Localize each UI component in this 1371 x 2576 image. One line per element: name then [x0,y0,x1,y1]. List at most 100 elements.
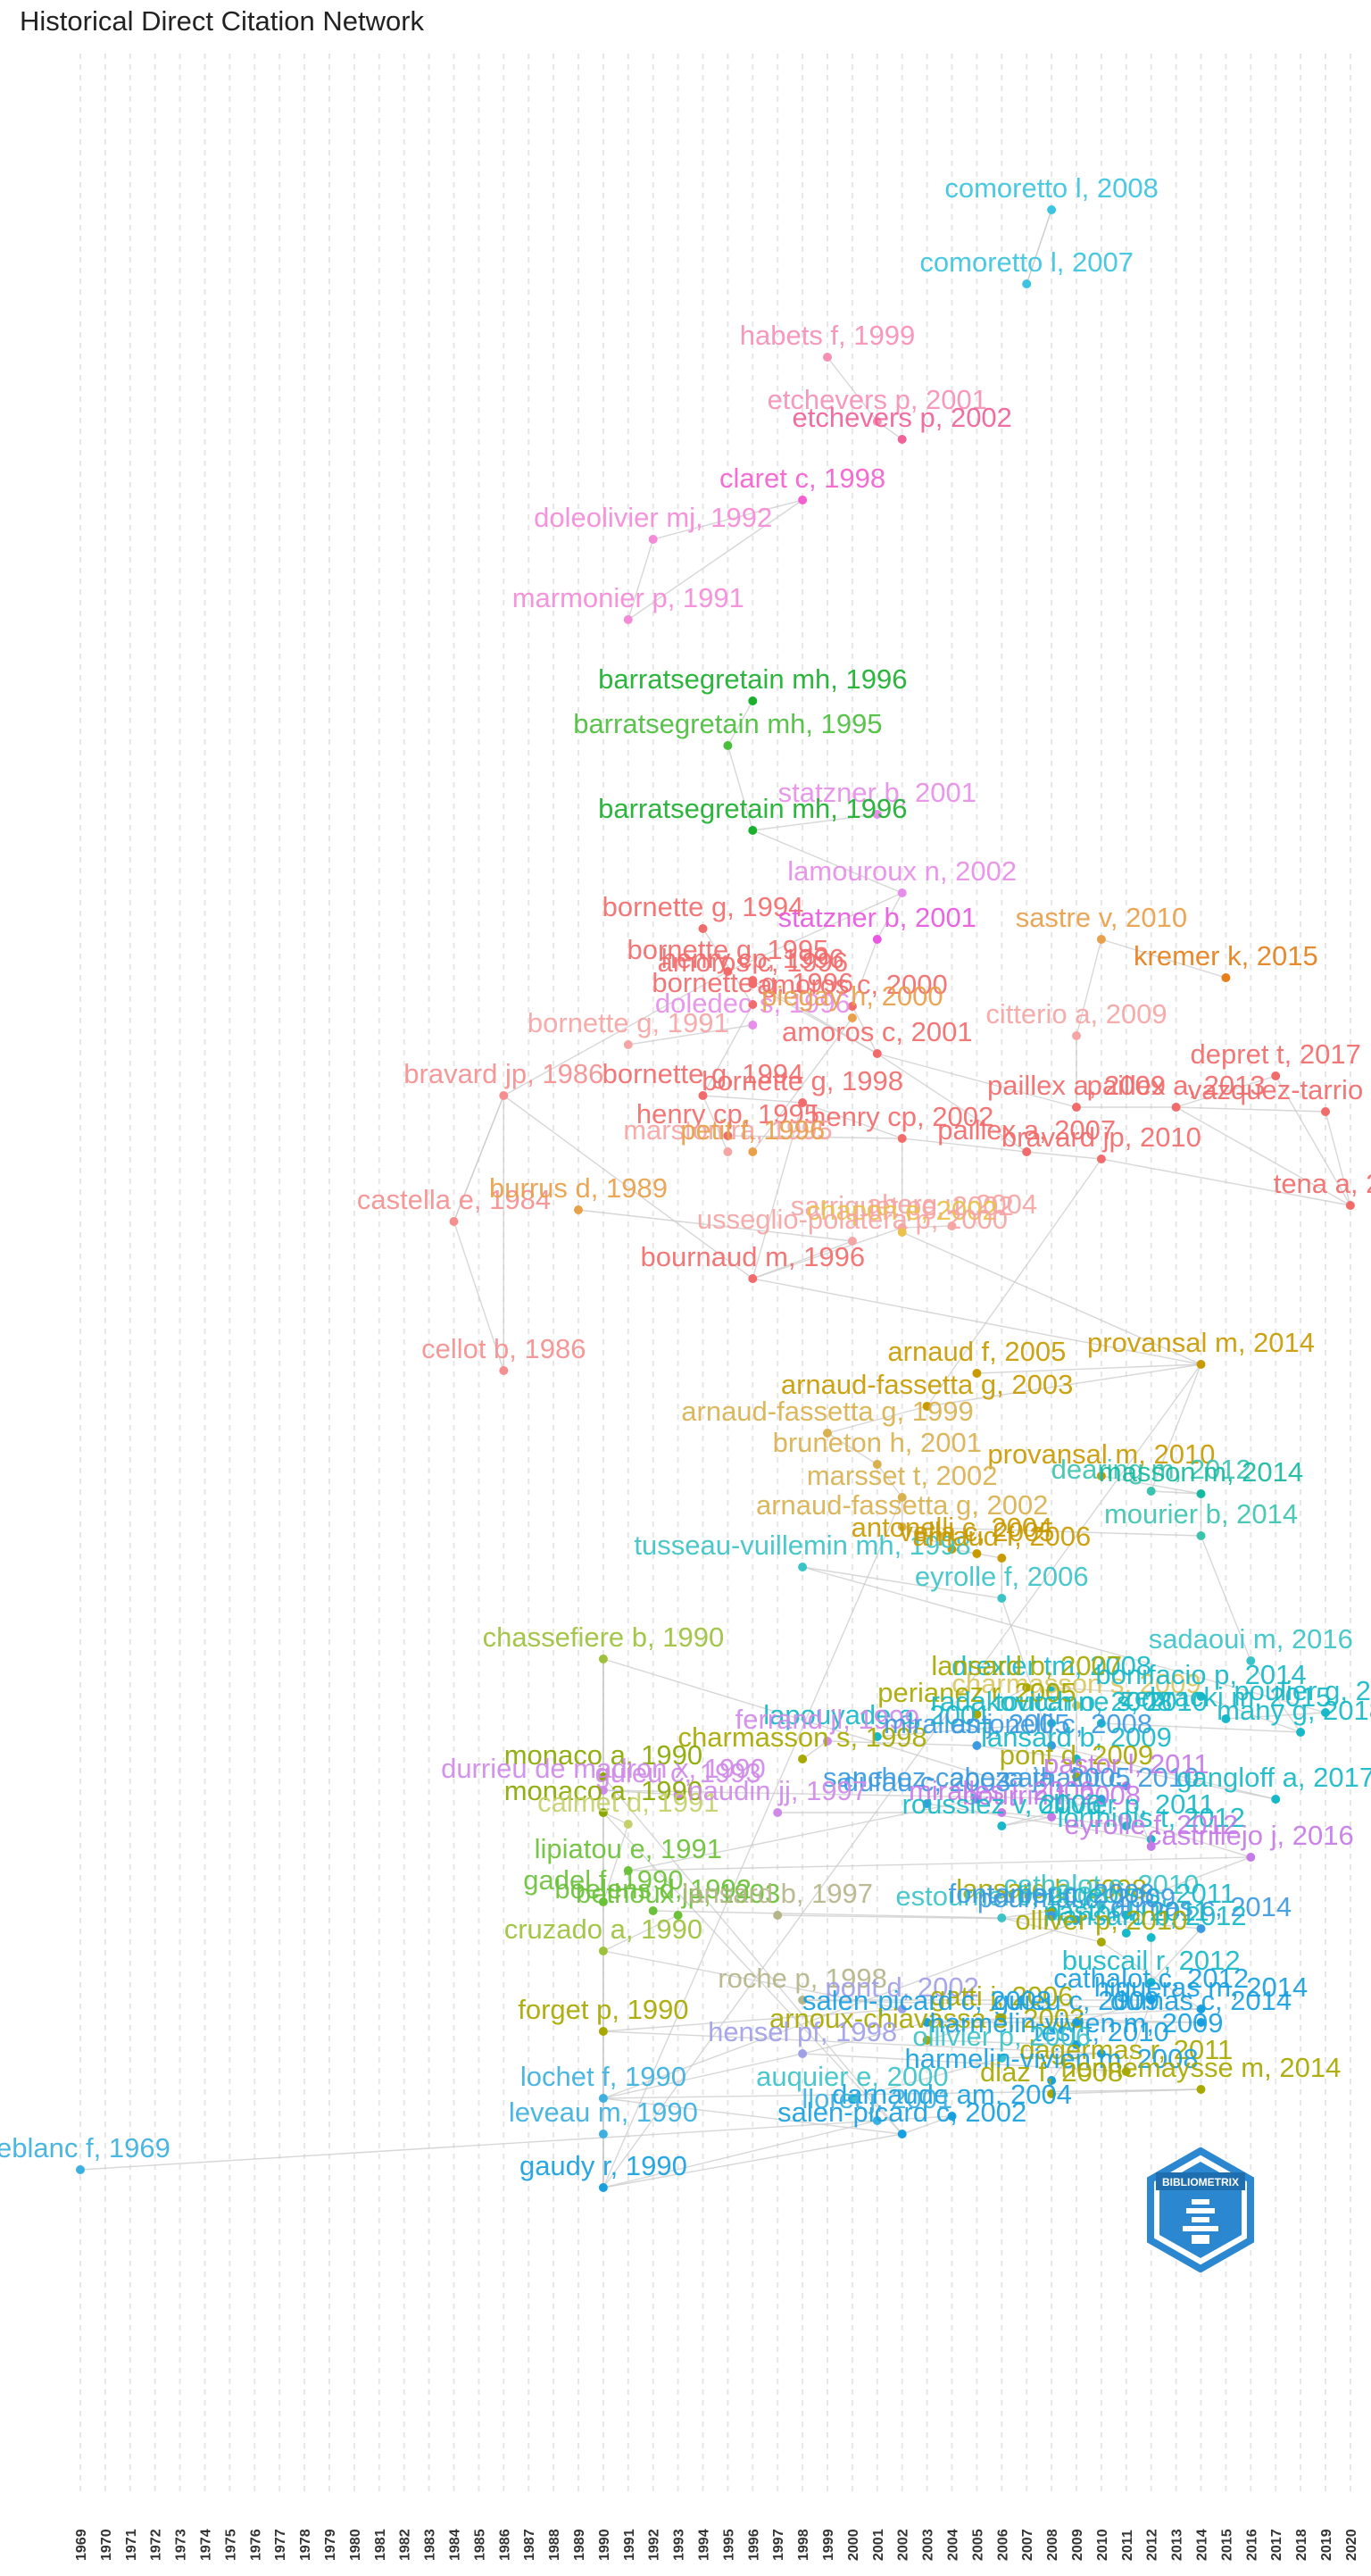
paper-node[interactable] [598,1947,608,1955]
paper-node[interactable] [1072,1772,1081,1781]
paper-node[interactable] [997,2054,1007,2063]
paper-node[interactable] [897,1493,907,1502]
paper-node[interactable] [623,615,633,624]
paper-node[interactable] [1072,1103,1081,1112]
paper-node[interactable] [997,1594,1007,1603]
paper-node[interactable] [1096,1471,1106,1480]
paper-node[interactable] [773,1911,783,1920]
paper-node[interactable] [1121,1929,1131,1938]
paper-node[interactable] [1096,1938,1106,1947]
paper-node[interactable] [623,1040,633,1049]
paper-node[interactable] [623,1820,633,1829]
paper-node[interactable] [1047,1911,1057,1920]
paper-node[interactable] [798,1755,808,1763]
paper-node[interactable] [574,1205,583,1214]
paper-node[interactable] [598,1808,608,1817]
paper-node[interactable] [897,1522,907,1531]
paper-node[interactable] [1345,1201,1355,1210]
paper-node[interactable] [598,1772,608,1781]
paper-node[interactable] [897,1134,907,1143]
paper-node[interactable] [1072,1031,1081,1040]
paper-node[interactable] [1321,1708,1330,1717]
paper-node[interactable] [1022,1147,1032,1156]
paper-node[interactable] [922,2018,932,2027]
paper-node[interactable] [922,1402,932,1411]
paper-node[interactable] [1196,2005,1206,2013]
paper-node[interactable] [1121,1911,1131,1920]
paper-node[interactable] [1146,1978,1156,1987]
paper-node[interactable] [1196,1692,1206,1701]
paper-node[interactable] [897,888,907,897]
paper-node[interactable] [972,1710,982,1719]
paper-node[interactable] [872,1049,882,1058]
paper-node[interactable] [947,1221,957,1230]
paper-node[interactable] [823,1429,832,1438]
paper-node[interactable] [1047,1719,1057,1728]
paper-node[interactable] [1196,1489,1206,1498]
paper-node[interactable] [1146,1933,1156,1942]
paper-node[interactable] [499,1366,509,1375]
paper-node[interactable] [997,1808,1007,1817]
paper-node[interactable] [897,2005,907,2013]
paper-node[interactable] [1196,2085,1206,2094]
paper-node[interactable] [1072,1755,1081,1763]
paper-node[interactable] [1072,1915,1081,1924]
paper-node[interactable] [723,1147,733,1156]
paper-node[interactable] [598,1897,608,1906]
paper-node[interactable] [1047,1683,1057,1692]
paper-node[interactable] [598,1655,608,1663]
paper-node[interactable] [1196,1924,1206,1933]
paper-node[interactable] [972,1741,982,1750]
paper-node[interactable] [847,2094,857,2103]
paper-node[interactable] [872,1460,882,1469]
paper-node[interactable] [997,1822,1007,1830]
paper-node[interactable] [1146,1842,1156,1851]
paper-node[interactable] [1246,1853,1256,1862]
paper-node[interactable] [1271,1071,1281,1080]
paper-node[interactable] [723,967,733,976]
paper-node[interactable] [1072,1701,1081,1710]
paper-node[interactable] [1321,1107,1330,1116]
paper-node[interactable] [897,2130,907,2138]
paper-node[interactable] [798,2049,808,2058]
paper-node[interactable] [798,1563,808,1571]
paper-node[interactable] [1121,1822,1131,1830]
paper-node[interactable] [748,826,758,835]
paper-node[interactable] [847,1013,857,1022]
paper-node[interactable] [823,353,832,362]
paper-node[interactable] [1296,1728,1306,1737]
paper-node[interactable] [1022,1683,1032,1692]
paper-node[interactable] [698,1091,708,1100]
paper-node[interactable] [1072,2040,1081,2049]
paper-node[interactable] [1146,1487,1156,1496]
paper-node[interactable] [922,1799,932,1808]
paper-node[interactable] [872,2116,882,2125]
paper-node[interactable] [1047,2089,1057,2098]
paper-node[interactable] [499,1091,509,1100]
paper-node[interactable] [847,1002,857,1011]
paper-node[interactable] [1047,1813,1057,1822]
paper-node[interactable] [748,1021,758,1030]
paper-node[interactable] [1121,2067,1131,2076]
paper-node[interactable] [972,1795,982,1804]
paper-node[interactable] [698,924,708,933]
paper-node[interactable] [748,1000,758,1009]
paper-node[interactable] [872,1732,882,1741]
paper-node[interactable] [449,1217,459,1226]
paper-node[interactable] [748,980,758,988]
paper-node[interactable] [598,2130,608,2138]
paper-node[interactable] [1096,1719,1106,1728]
paper-node[interactable] [673,1911,683,1920]
paper-node[interactable] [773,1808,783,1817]
paper-node[interactable] [723,1131,733,1140]
paper-node[interactable] [947,2112,957,2121]
paper-node[interactable] [897,1228,907,1237]
paper-node[interactable] [997,2013,1007,2022]
paper-node[interactable] [972,1549,982,1558]
paper-node[interactable] [997,1913,1007,1922]
paper-node[interactable] [798,1996,808,2005]
paper-node[interactable] [922,2036,932,2045]
paper-node[interactable] [798,1098,808,1107]
paper-node[interactable] [1047,2076,1057,2085]
paper-node[interactable] [1146,1996,1156,2005]
